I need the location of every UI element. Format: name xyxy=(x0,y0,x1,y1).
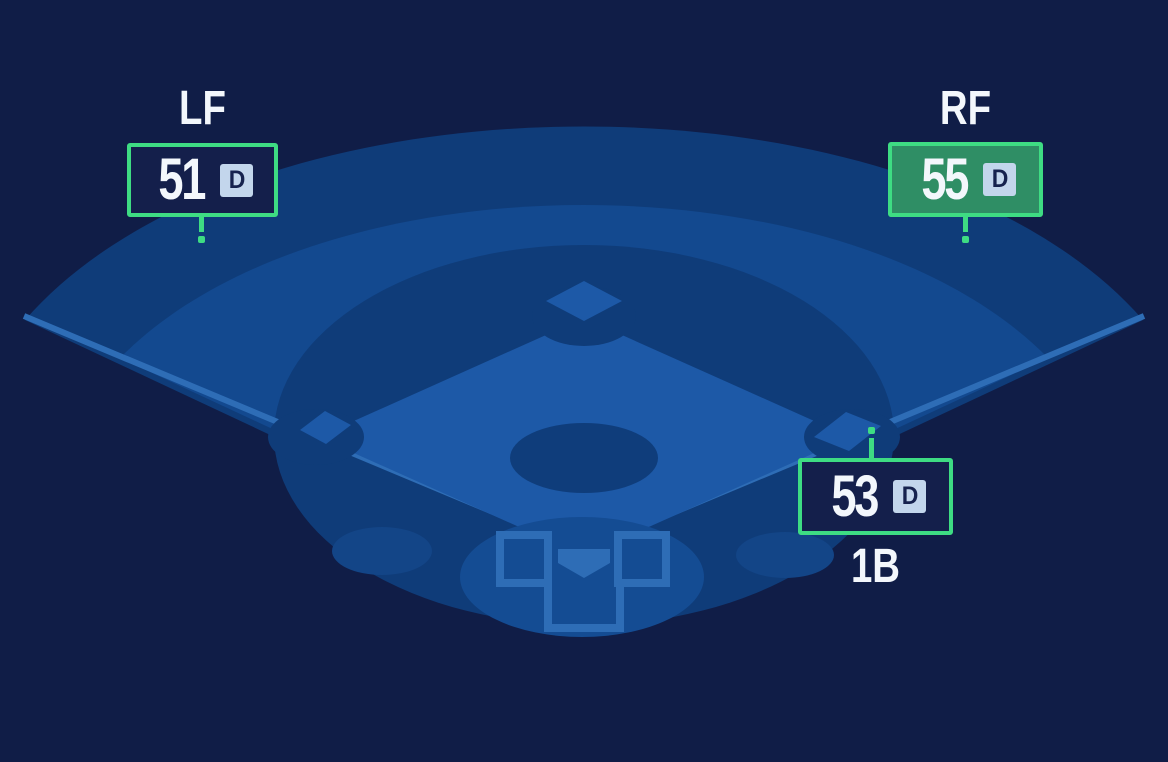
home-plate-circle xyxy=(460,517,704,637)
status-badge-d: D xyxy=(220,163,254,197)
connector-line-1b xyxy=(869,438,874,458)
player-number: 51 xyxy=(158,147,206,212)
connector-dot-lf xyxy=(198,236,205,243)
connector-dot-1b xyxy=(868,427,875,434)
first-base-bag xyxy=(814,412,881,451)
position-label-1b: 1B xyxy=(850,540,901,593)
connector-line-rf xyxy=(963,217,968,232)
status-badge-d: D xyxy=(983,163,1017,196)
second-base-marker xyxy=(546,281,622,321)
position-label-rf: RF xyxy=(939,82,992,135)
batter-box-left xyxy=(496,531,552,587)
third-base-bag xyxy=(300,411,351,444)
on-deck-circle-right xyxy=(736,532,834,578)
player-number: 53 xyxy=(831,463,879,529)
position-label-lf: LF xyxy=(179,82,226,135)
player-chip-lf[interactable]: 51 D xyxy=(127,143,278,217)
batter-box-right xyxy=(614,531,670,587)
on-deck-circle-left xyxy=(332,527,432,575)
pitcher-mound xyxy=(510,423,658,493)
player-chip-1b[interactable]: 53 D xyxy=(798,458,953,535)
home-plate xyxy=(558,549,610,578)
connector-line-lf xyxy=(199,217,204,232)
connector-dot-rf xyxy=(962,236,969,243)
player-chip-rf[interactable]: 55 D xyxy=(888,142,1043,217)
catcher-box xyxy=(544,580,624,632)
player-number: 55 xyxy=(921,146,969,212)
status-badge-d: D xyxy=(893,480,927,513)
